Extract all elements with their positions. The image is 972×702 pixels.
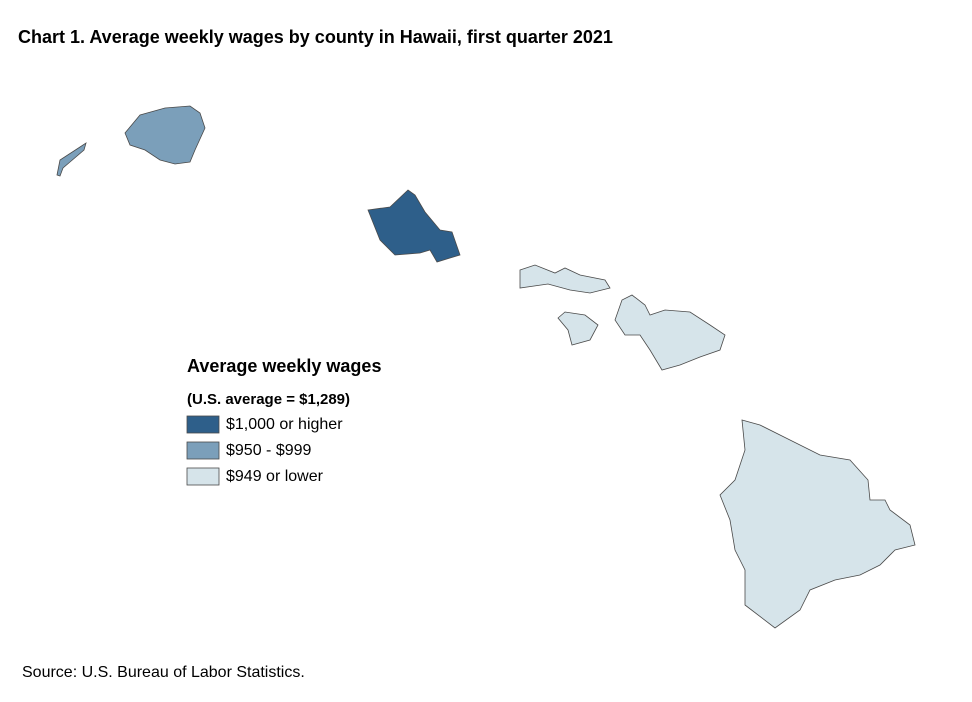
source-note: Source: U.S. Bureau of Labor Statistics.	[22, 664, 305, 681]
legend-swatch	[186, 441, 220, 460]
island	[719, 419, 916, 629]
island	[557, 311, 599, 346]
legend-label: $1,000 or higher	[226, 416, 343, 433]
island	[614, 294, 726, 371]
island	[124, 105, 206, 165]
islands	[56, 105, 916, 629]
island	[519, 264, 611, 294]
legend-label: $949 or lower	[226, 468, 324, 485]
legend-swatch	[186, 467, 220, 486]
map-title: Chart 1. Average weekly wages by county …	[18, 27, 613, 47]
legend-swatch	[186, 415, 220, 434]
legend: Average weekly wages (U.S. average = $1,…	[186, 356, 381, 486]
island	[367, 189, 461, 263]
legend-label: $950 - $999	[226, 442, 312, 459]
island	[56, 142, 87, 177]
legend-subtitle: (U.S. average = $1,289)	[187, 391, 350, 408]
legend-title: Average weekly wages	[187, 356, 381, 376]
